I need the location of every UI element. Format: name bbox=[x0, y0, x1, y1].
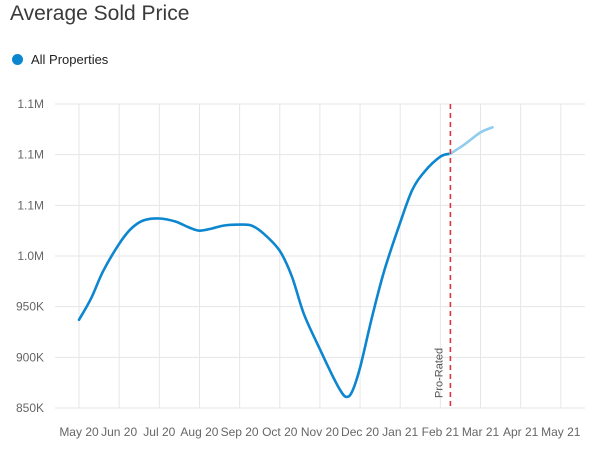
projected-series-line[interactable] bbox=[449, 126, 494, 155]
x-tick-label: Feb 21 bbox=[422, 425, 460, 439]
x-tick-label: Dec 20 bbox=[341, 425, 379, 439]
x-tick-label: Apr 21 bbox=[503, 425, 539, 439]
x-tick-label: Jan 21 bbox=[382, 425, 418, 439]
y-tick-label: 950K bbox=[16, 300, 44, 314]
grid bbox=[55, 103, 585, 409]
annotations: Pro-Rated bbox=[433, 104, 452, 408]
y-tick-label: 1.1M bbox=[17, 97, 44, 111]
series-lines bbox=[77, 126, 494, 399]
x-tick-label: Nov 20 bbox=[301, 425, 339, 439]
y-tick-label: 1.0M bbox=[17, 249, 44, 263]
series-line-all-properties[interactable] bbox=[77, 152, 452, 399]
x-tick-label: May 21 bbox=[541, 425, 581, 439]
x-tick-label: Oct 20 bbox=[262, 425, 298, 439]
x-tick-label: Mar 21 bbox=[462, 425, 500, 439]
y-axis-ticks: 850K 900K 950K 1.0M 1.1M 1.1M 1.1M bbox=[16, 97, 44, 415]
y-tick-label: 1.1M bbox=[17, 198, 44, 212]
x-tick-label: Jul 20 bbox=[143, 425, 175, 439]
legend[interactable]: All Properties bbox=[12, 52, 108, 67]
legend-label: All Properties bbox=[31, 52, 109, 67]
x-tick-label: May 20 bbox=[59, 425, 99, 439]
y-tick-label: 900K bbox=[16, 350, 44, 364]
x-tick-label: Jun 20 bbox=[101, 425, 137, 439]
x-axis-ticks: May 20 Jun 20 Jul 20 Aug 20 Sep 20 Oct 20 Nov … bbox=[59, 425, 580, 439]
x-tick-label: Aug 20 bbox=[180, 425, 218, 439]
x-tick-label: Sep 20 bbox=[221, 425, 259, 439]
y-tick-label: 850K bbox=[16, 401, 44, 415]
y-tick-label: 1.1M bbox=[17, 148, 44, 162]
chart-title: Average Sold Price bbox=[10, 2, 190, 25]
pro-rated-label: Pro-Rated bbox=[433, 348, 445, 398]
legend-dot-icon bbox=[12, 54, 23, 65]
